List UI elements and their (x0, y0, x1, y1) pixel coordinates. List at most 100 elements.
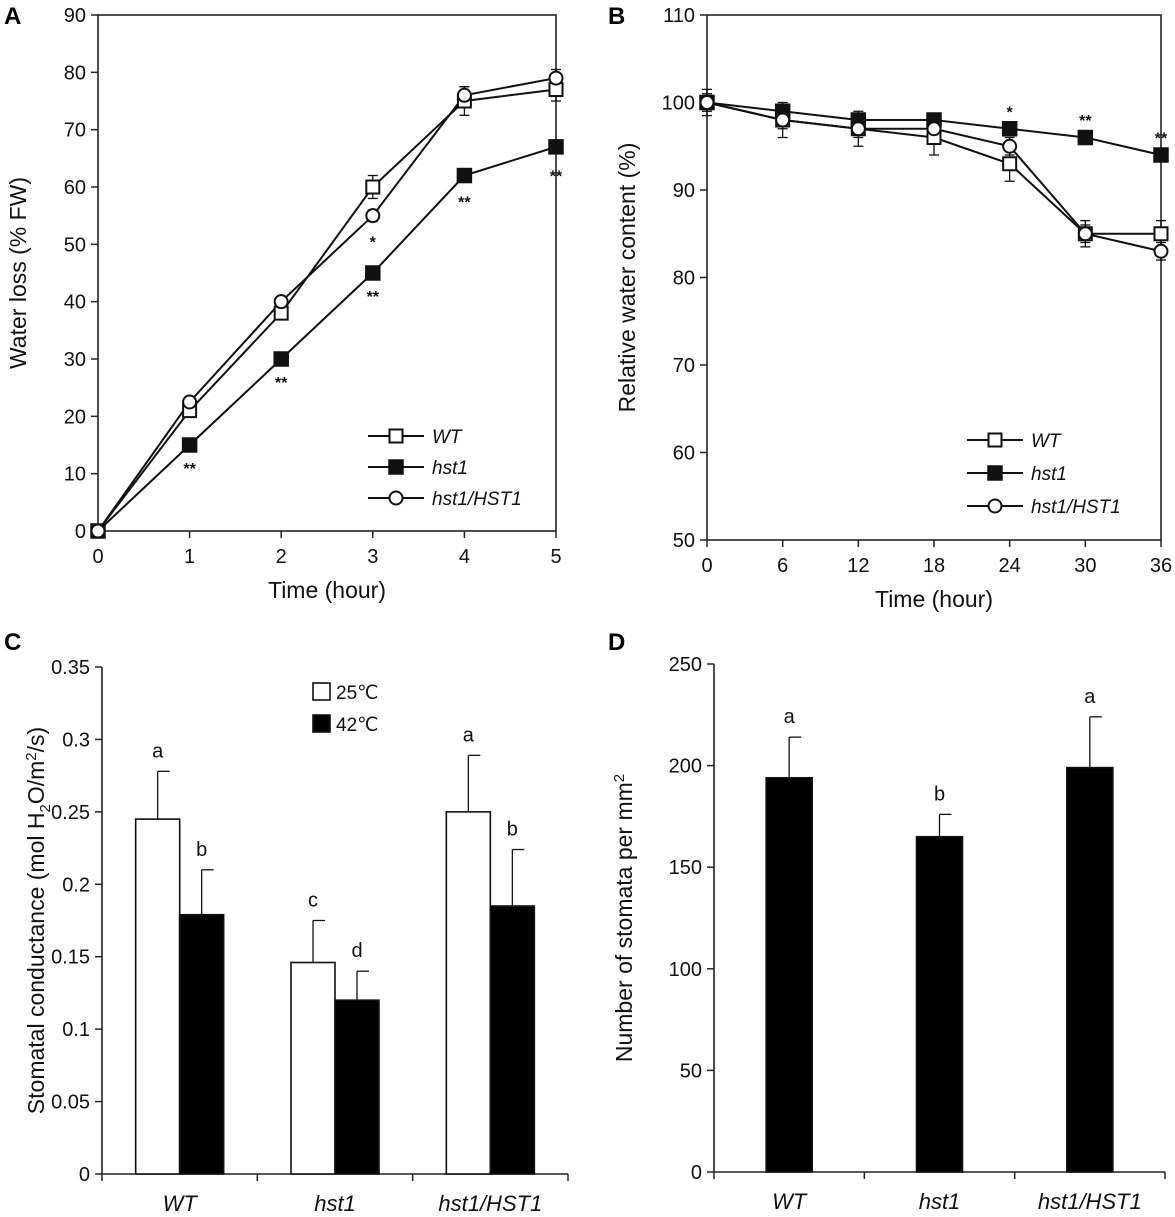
panel-b-y-tick-label: 50 (673, 530, 695, 552)
panel-a-y-tick-label: 30 (64, 349, 86, 371)
panel-b-x-tick-label: 18 (923, 555, 945, 577)
panel-a-legend-marker (388, 459, 404, 475)
panel-a-data-point (273, 294, 289, 310)
panel-b-x-tick-label: 12 (847, 555, 869, 577)
panel-c-y-axis-label: Stomatal conductance (mol H2O/m2/s) (23, 727, 54, 1114)
panel-c-y-tick-label: 0.05 (51, 1092, 90, 1114)
panel-d-significance-letter: a (784, 706, 796, 728)
panel-d-bar (1066, 766, 1114, 1173)
panel-a-y-tick-label: 60 (64, 177, 86, 199)
panel-d-y-tick-label: 150 (669, 857, 702, 879)
panel-a-data-point (365, 179, 381, 195)
panel-c-y-axis-label-part: 2 (23, 752, 40, 760)
panel-c-bar (489, 905, 536, 1175)
panel-a-x-tick-label: 1 (184, 546, 195, 568)
panel-b-data-point (775, 112, 791, 128)
panel-c-bar (334, 999, 380, 1175)
panel-d-y-tick-label: 250 (669, 654, 702, 676)
panel-c-significance-letter: d (351, 940, 362, 962)
panel-b-y-tick-label: 90 (673, 180, 695, 202)
panel-a-y-tick-label: 40 (64, 292, 86, 314)
panel-b-y-tick-label: 100 (662, 93, 695, 115)
panel-b-y-tick-label: 80 (673, 268, 695, 290)
panel-a-x-tick-label: 2 (276, 546, 287, 568)
panel-c-y-tick-label: 0.1 (62, 1019, 90, 1041)
panel-b-significance-mark: ** (1079, 113, 1092, 130)
panel-a-y-tick-label: 0 (75, 521, 86, 543)
panel-c-y-tick-label: 0.35 (51, 657, 90, 679)
panel-b-data-point (1077, 226, 1093, 242)
panel-b-data-point (926, 121, 942, 137)
panel-a-legend-marker (388, 490, 404, 506)
panel-a-data-point (456, 87, 472, 103)
panel-b-significance-mark: * (1007, 104, 1014, 121)
panel-a-legend-marker (388, 428, 404, 444)
panel-a-data-point (365, 265, 381, 281)
panel-c-y-axis-label-part: Stomatal conductance (mol H (23, 813, 49, 1115)
panel-a-significance-mark: * (370, 234, 377, 251)
panel-a-legend-label: hst1 (432, 458, 468, 479)
panel-a-data-point (456, 167, 473, 184)
panel-b-x-tick-label: 30 (1074, 555, 1096, 577)
panel-c-y-axis-label-part: 2 (37, 804, 54, 812)
panel-b-data-point (1002, 156, 1018, 172)
panel-b-y-tick-label: 60 (673, 443, 695, 465)
panel-a-data-point (365, 208, 381, 224)
panel-b-x-tick-label: 36 (1150, 555, 1172, 577)
panel-d-category-label: hst1/HST1 (1038, 1189, 1142, 1214)
panel-c-legend-label: 42℃ (336, 715, 378, 736)
panel-b-x-tick-label: 6 (777, 555, 788, 577)
panel-c-y-tick-label: 0.2 (62, 874, 90, 896)
panel-d-bar-chart: D 0 50 100 150 200 250 WT hst1 hst1/HST1 a b a Numbe… (608, 629, 1166, 1214)
panel-a-y-tick-label: 10 (64, 464, 86, 486)
panel-c-significance-letter: a (152, 740, 164, 762)
panel-a-plot-frame (97, 14, 557, 532)
panel-d-label: D (608, 629, 625, 656)
panel-a-y-tick-label: 70 (64, 120, 86, 142)
panel-c-category-label: WT (163, 1191, 199, 1216)
panel-d-y-axis-label-sup: 2 (611, 774, 628, 782)
panel-a-data-point (181, 437, 198, 453)
panel-d-bar (765, 776, 813, 1173)
panel-d-significance-letter: b (934, 783, 945, 805)
panel-a-x-axis-label: Time (hour) (268, 577, 386, 603)
panel-a-y-tick-label: 80 (64, 62, 86, 84)
panel-a-data-point (182, 394, 198, 410)
panel-c-bar (445, 811, 492, 1175)
panel-b-label: B (608, 3, 625, 30)
panel-b-data-point (1153, 147, 1169, 163)
panel-a-y-tick-label: 90 (64, 5, 86, 27)
panel-c-y-tick-label: 0 (79, 1164, 90, 1186)
panel-b-y-tick-label: 70 (673, 355, 695, 377)
panel-d-bar (915, 835, 964, 1173)
panel-b-line-chart: B 50 60 70 80 90 100 110 0 6 12 18 24 30 36 Time (hour… (608, 3, 1172, 612)
panel-a-label: A (4, 3, 21, 30)
panel-a-x-tick-label: 3 (367, 546, 378, 568)
panel-a-significance-mark: ** (275, 375, 288, 392)
panel-c-significance-letter: c (308, 890, 318, 912)
panel-a-x-tick-label: 0 (92, 546, 103, 568)
panel-c-bar (134, 818, 181, 1175)
panel-b-legend-marker (987, 498, 1003, 514)
panel-a-data-point (548, 139, 564, 155)
panel-a-data-point (90, 523, 106, 539)
panel-b-data-point (850, 121, 866, 137)
panel-c-legend-swatch (312, 682, 331, 701)
panel-b-data-point (1153, 226, 1169, 242)
panel-c-bar (178, 913, 225, 1175)
panel-a-significance-mark: ** (550, 169, 563, 186)
panel-b-legend-marker (987, 465, 1003, 481)
panel-d-y-tick-label: 200 (669, 756, 702, 778)
panel-d-y-axis-label-main: Number of stomata per mm (611, 782, 637, 1062)
panel-d-category-label: WT (772, 1189, 808, 1214)
panel-c-y-tick-label: 0.15 (51, 947, 90, 969)
panel-c-category-label: hst1/HST1 (438, 1191, 542, 1216)
panel-b-data-point (1001, 121, 1018, 137)
panel-b-legend-label: WT (1031, 431, 1062, 452)
panel-b-y-tick-label: 110 (663, 5, 695, 27)
panel-a-y-tick-label: 20 (64, 406, 86, 428)
panel-a-series-line-1 (97, 145, 557, 532)
panel-c-bar (290, 961, 336, 1175)
panel-b-x-tick-label: 0 (701, 555, 712, 577)
